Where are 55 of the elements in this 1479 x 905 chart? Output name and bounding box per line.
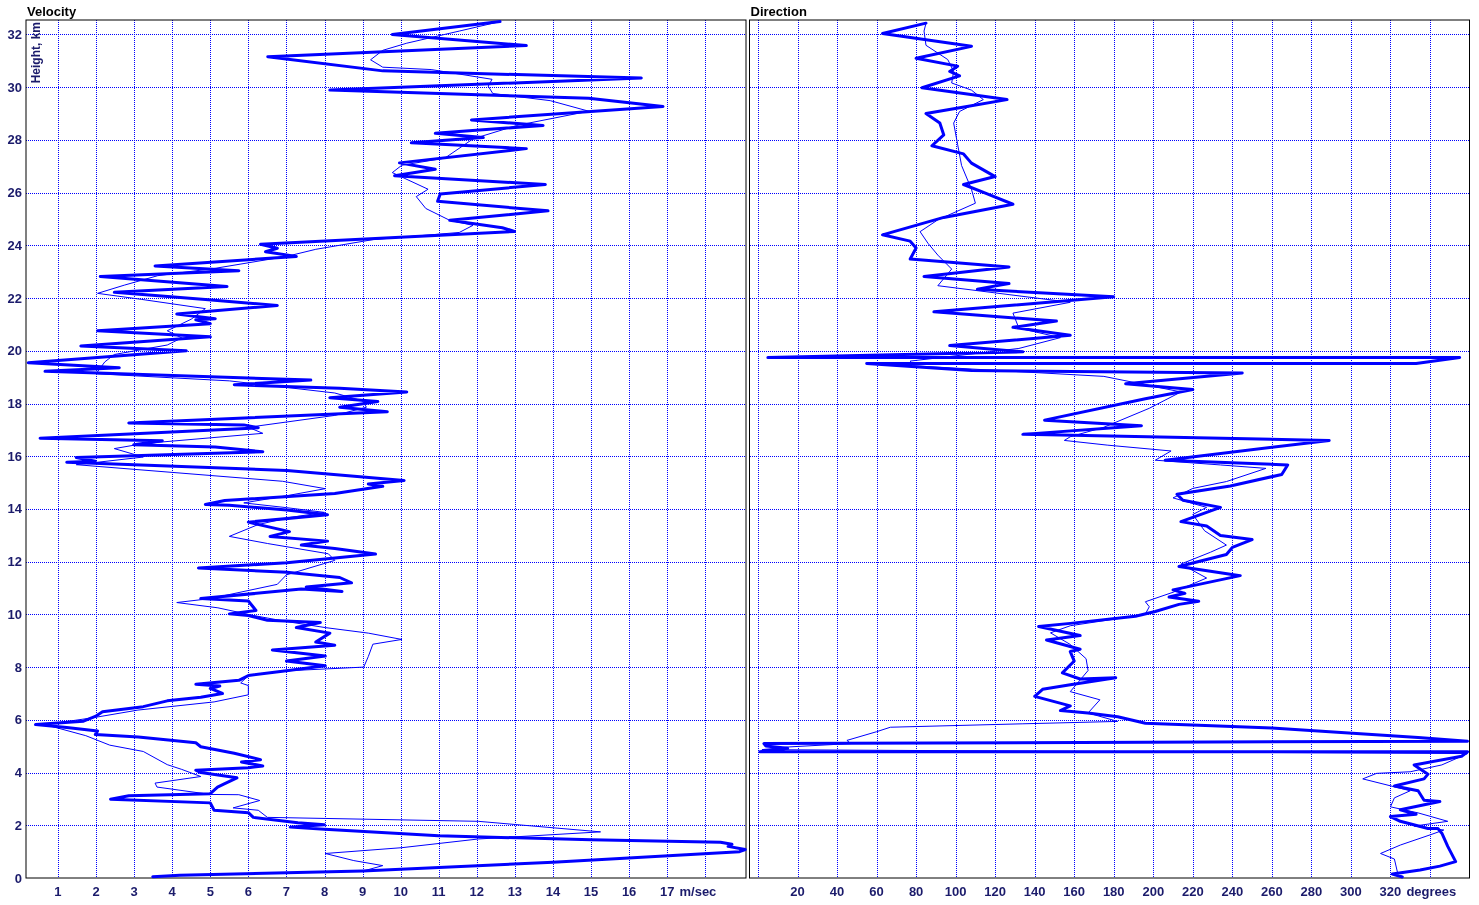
x-tick-label: 80 [908,884,924,899]
x-tick-label: 300 [1340,884,1362,899]
y-tick-label: 28 [7,132,22,148]
x-tick-label: 12 [469,884,485,899]
x-tick-label: 220 [1181,884,1204,899]
x-tick-label: 280 [1300,884,1323,899]
y-tick-label: 6 [14,712,22,728]
y-tick-label: 26 [7,185,22,201]
x-tick-label: 4 [168,884,177,899]
y-tick-label: 16 [7,448,22,464]
y-tick-label: 22 [7,290,22,306]
y-tick-label: 12 [7,554,22,570]
x-tick-label: 60 [869,884,884,899]
y-tick-label: 8 [14,659,22,675]
x-tick-label: 5 [206,884,214,899]
y-tick-label: 32 [7,27,22,42]
x-tick-label: 14 [545,884,561,899]
x-tick-label: 100 [944,884,967,899]
x-tick-label: 260 [1261,884,1283,899]
x-axis-title: m/sec [679,884,717,899]
y-tick-label: 20 [7,343,22,359]
x-axis-title: degrees [1406,884,1457,899]
x-tick-label: 13 [507,884,523,899]
y-tick-label: 10 [7,606,22,622]
x-tick-label: 200 [1142,884,1165,899]
x-tick-label: 17 [659,884,675,899]
x-tick-label: 8 [320,884,329,899]
x-tick-label: 9 [358,884,367,899]
y-tick-label: 30 [7,79,22,95]
y-tick-label: 18 [7,396,22,412]
x-tick-label: 10 [393,884,408,899]
chart-title: Direction [750,4,807,19]
x-tick-label: 2 [92,884,100,899]
x-tick-label: 20 [790,884,805,899]
x-tick-label: 6 [244,884,252,899]
y-tick-label: 14 [7,501,23,517]
x-tick-label: 240 [1221,884,1244,899]
x-tick-label: 320 [1379,884,1402,899]
x-tick-label: 140 [1023,884,1046,899]
y-tick-label: 24 [7,237,23,253]
y-tick-label: 4 [14,765,23,781]
y-axis-title: Height, km [29,22,43,84]
x-tick-label: 16 [621,884,637,899]
x-tick-label: 15 [583,884,599,899]
y-tick-label: 2 [14,817,22,833]
x-tick-label: 120 [984,884,1007,899]
x-tick-label: 1 [54,884,62,899]
x-tick-label: 160 [1063,884,1086,899]
x-tick-label: 180 [1102,884,1125,899]
chart-title: Velocity [27,4,77,19]
x-tick-label: 11 [431,884,446,899]
y-tick-label: 0 [14,870,22,886]
x-tick-label: 3 [130,884,138,899]
x-tick-label: 40 [829,884,845,899]
x-tick-label: 7 [282,884,291,899]
